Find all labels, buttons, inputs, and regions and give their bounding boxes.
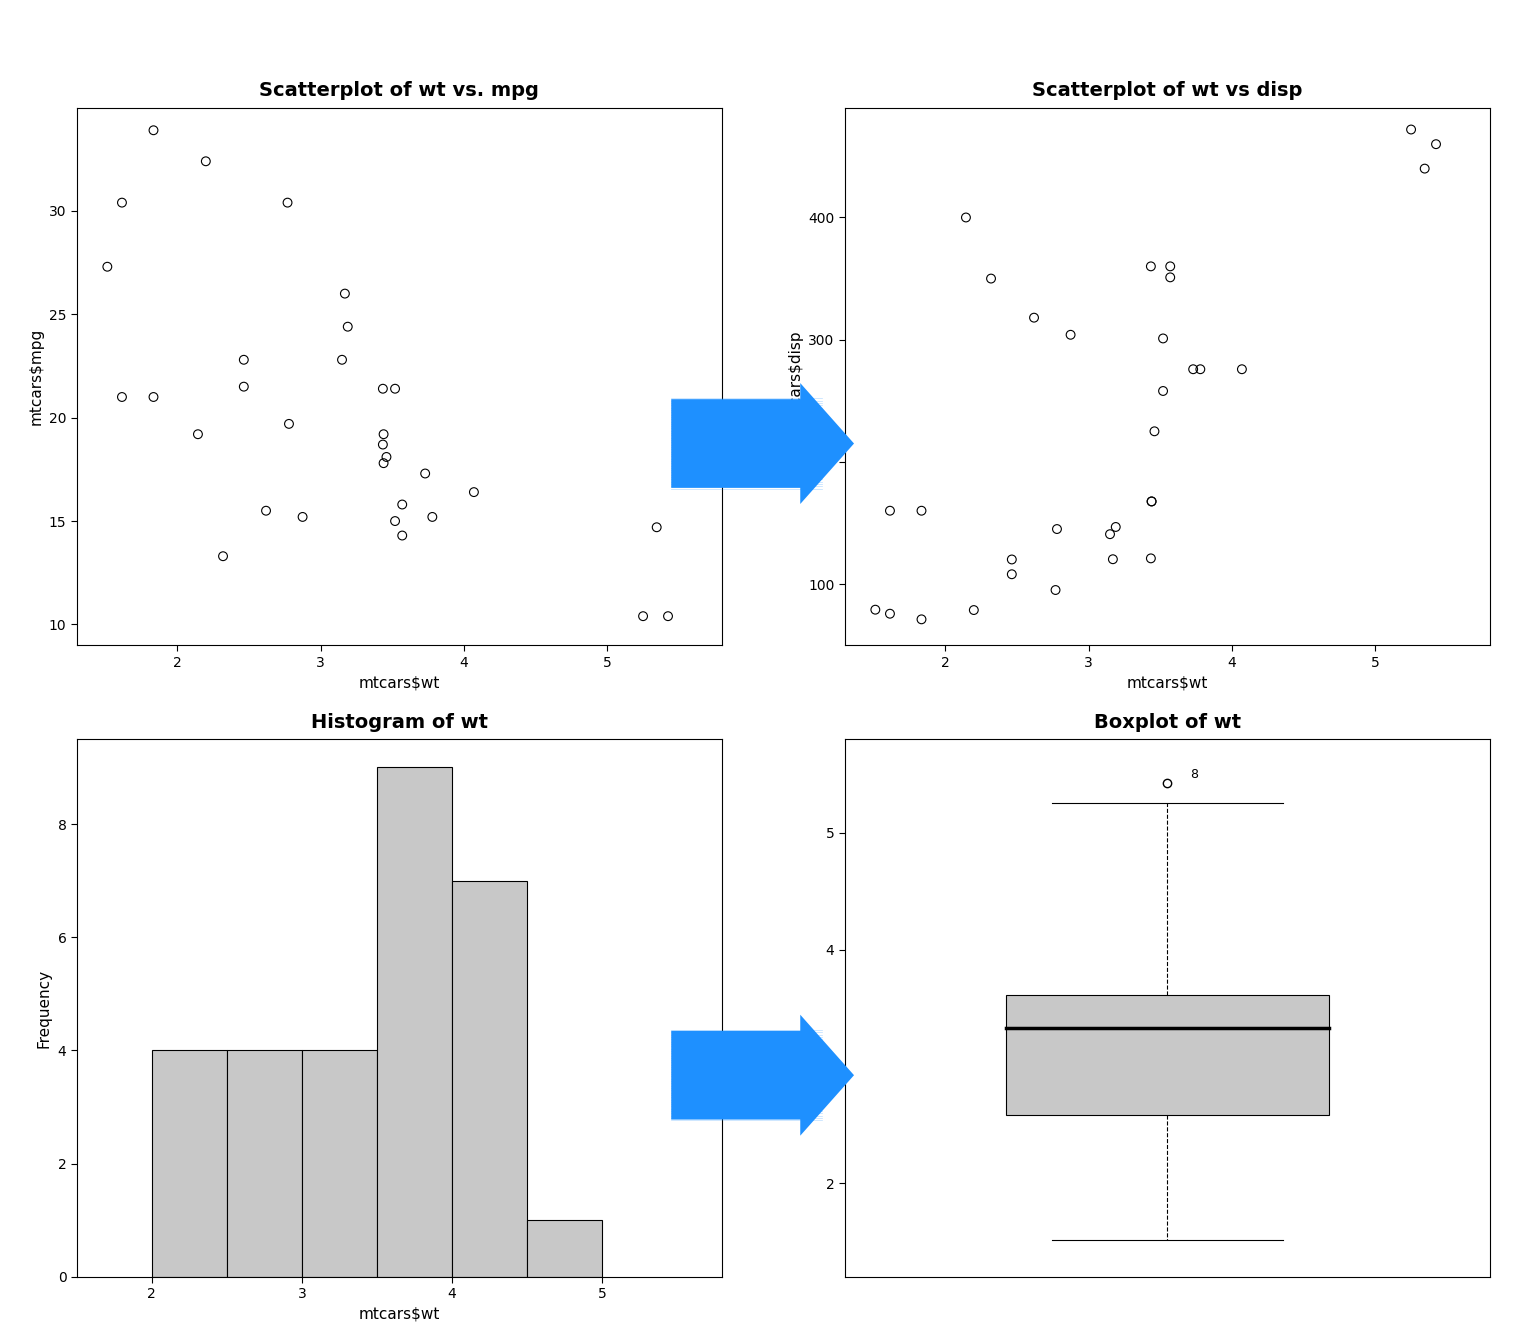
Title: Scatterplot of wt vs disp: Scatterplot of wt vs disp — [1032, 82, 1303, 101]
Y-axis label: Frequency: Frequency — [37, 969, 52, 1047]
Point — [1138, 547, 1163, 569]
Point — [330, 349, 355, 371]
Point — [1043, 579, 1068, 601]
Point — [909, 609, 934, 630]
Point — [232, 349, 257, 371]
Point — [1098, 523, 1123, 544]
Point — [275, 192, 300, 214]
Point — [1058, 324, 1083, 345]
Point — [1044, 519, 1069, 540]
Point — [276, 413, 301, 434]
Point — [335, 316, 359, 337]
X-axis label: mtcars$wt: mtcars$wt — [359, 1306, 439, 1321]
Point — [390, 493, 415, 515]
X-axis label: mtcars$wt: mtcars$wt — [359, 675, 439, 689]
Point — [1230, 359, 1255, 380]
Point — [1158, 255, 1183, 277]
Point — [210, 546, 235, 567]
Point — [372, 453, 396, 474]
Title: Scatterplot of wt vs. mpg: Scatterplot of wt vs. mpg — [260, 82, 539, 101]
Point — [109, 192, 134, 214]
Point — [1140, 491, 1164, 512]
Point — [1000, 548, 1025, 570]
FancyBboxPatch shape — [1006, 995, 1329, 1116]
Point — [413, 462, 438, 484]
Y-axis label: mtcars$disp: mtcars$disp — [788, 329, 802, 423]
Point — [95, 255, 120, 277]
Bar — [227, 1051, 303, 1277]
Y-axis label: mtcars$mpg: mtcars$mpg — [28, 328, 43, 425]
Point — [1181, 359, 1206, 380]
Point — [382, 511, 407, 532]
Bar — [376, 767, 452, 1277]
Title: Histogram of wt: Histogram of wt — [310, 714, 488, 732]
Point — [1187, 359, 1212, 380]
Point — [1000, 563, 1025, 585]
Point — [141, 120, 166, 141]
Point — [1138, 255, 1163, 277]
Bar — [452, 880, 527, 1277]
Point — [372, 423, 396, 445]
Point — [253, 500, 278, 521]
X-axis label: mtcars$wt: mtcars$wt — [1127, 675, 1207, 689]
Point — [1150, 380, 1175, 402]
FancyArrow shape — [671, 383, 854, 504]
Point — [1413, 157, 1438, 179]
Point — [141, 386, 166, 407]
Point — [863, 599, 888, 621]
Point — [419, 507, 444, 528]
Point — [382, 378, 407, 399]
Bar — [152, 1051, 227, 1277]
FancyArrow shape — [671, 1015, 854, 1136]
Point — [290, 507, 315, 528]
Point — [1140, 491, 1164, 512]
Point — [909, 500, 934, 521]
Point — [1399, 118, 1424, 140]
Point — [333, 282, 358, 304]
Point — [462, 481, 487, 503]
Point — [1021, 306, 1046, 328]
Bar — [303, 1051, 376, 1277]
Point — [978, 267, 1003, 289]
Point — [1101, 548, 1126, 570]
Point — [390, 524, 415, 546]
Point — [1103, 516, 1127, 538]
Point — [186, 423, 210, 445]
Point — [370, 378, 395, 399]
Bar — [527, 1220, 602, 1277]
Point — [877, 500, 902, 521]
Point — [109, 386, 134, 407]
Point — [375, 446, 399, 468]
Point — [954, 207, 978, 228]
Title: Boxplot of wt: Boxplot of wt — [1094, 714, 1241, 732]
Point — [1150, 328, 1175, 349]
Point — [1143, 421, 1167, 442]
Point — [194, 151, 218, 172]
Point — [232, 376, 257, 398]
Point — [962, 599, 986, 621]
Point — [1158, 266, 1183, 288]
Point — [370, 434, 395, 456]
Text: 8: 8 — [1190, 767, 1198, 781]
Point — [1424, 133, 1448, 155]
Point — [656, 605, 680, 626]
Point — [877, 603, 902, 625]
Point — [645, 516, 670, 538]
Point — [631, 605, 656, 626]
